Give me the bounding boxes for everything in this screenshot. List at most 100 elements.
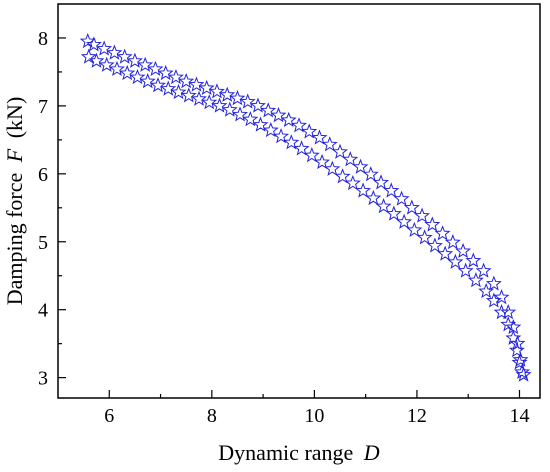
data-point-star [465, 252, 482, 268]
x-tick-label: 8 [207, 405, 217, 427]
x-tick-label: 12 [407, 405, 427, 427]
data-point-star [260, 102, 277, 118]
data-point-star [426, 237, 443, 253]
data-point-star [178, 73, 195, 89]
data-point-star [344, 174, 361, 191]
data-point-star [485, 275, 502, 291]
data-point-star [137, 56, 154, 72]
data-point-star [332, 143, 349, 159]
data-point-star [355, 182, 372, 198]
data-point-star [509, 335, 526, 351]
data-point-star [505, 318, 522, 335]
data-point-star [444, 234, 461, 250]
data-point-star [252, 116, 269, 132]
data-point-star [362, 166, 379, 182]
data-point-star [180, 87, 197, 103]
x-axis-label: Dynamic range D [218, 440, 380, 465]
data-point-star [262, 121, 279, 138]
data-point-star [167, 68, 184, 85]
data-point-star [393, 190, 410, 206]
data-point-star [170, 83, 187, 100]
data-point-star [396, 213, 413, 229]
data-point-star [150, 77, 166, 93]
data-point-star [457, 262, 474, 278]
data-point-star [311, 129, 328, 145]
data-point-star [116, 48, 133, 64]
data-point-star [508, 342, 525, 358]
data-point-star [455, 242, 472, 259]
data-point-star [467, 272, 484, 288]
x-tick-label: 6 [104, 405, 114, 427]
x-axis-label-var: D [363, 440, 380, 465]
data-point-star [242, 111, 259, 127]
y-tick-label: 6 [38, 164, 48, 186]
y-tick-label: 7 [38, 96, 48, 118]
data-point-star [314, 153, 331, 170]
data-point-star [373, 174, 390, 190]
data-point-star [500, 316, 517, 332]
data-point-star [96, 40, 113, 56]
data-point-star [221, 101, 238, 117]
data-point-star [201, 94, 218, 110]
data-point-star [321, 136, 338, 152]
data-point-star [512, 351, 529, 367]
data-point-star [375, 198, 392, 214]
data-point-star [283, 134, 300, 150]
data-point-star [493, 289, 510, 305]
data-point-star [80, 48, 97, 64]
data-point-star [139, 73, 156, 89]
data-point-star [500, 304, 517, 320]
x-tick-label: 14 [509, 405, 529, 427]
data-point-star [191, 90, 207, 106]
data-point-star [437, 245, 454, 261]
y-tick-label: 8 [38, 28, 48, 50]
data-point-star [211, 97, 228, 113]
data-point-star [342, 151, 359, 167]
data-point-star [79, 32, 96, 49]
data-point-star [280, 111, 297, 127]
y-axis-label: Damping force F (kN) [2, 97, 27, 306]
data-point-star [301, 123, 318, 139]
data-point-star [119, 64, 136, 81]
data-point-star [157, 64, 174, 81]
data-point-star [239, 93, 256, 109]
data-point-star [434, 225, 451, 241]
data-point-star [88, 52, 105, 68]
y-axis-ticks: 3 4 5 6 7 8 [38, 28, 66, 390]
x-axis-ticks: 6 8 10 12 14 [104, 390, 529, 427]
data-point-star [147, 60, 164, 77]
data-point-star [334, 168, 351, 184]
data-point-star [160, 80, 177, 96]
data-point-star [403, 199, 420, 215]
data-point-star [365, 189, 382, 206]
plot-frame [57, 3, 541, 399]
data-point-star [208, 83, 225, 99]
data-point-star [324, 160, 341, 176]
data-point-star [85, 36, 102, 52]
y-axis-label-text: Damping force [2, 173, 27, 306]
data-point-star [416, 229, 433, 245]
data-point-star [273, 128, 290, 144]
data-point-star [514, 363, 531, 379]
data-points [79, 32, 532, 382]
data-point-star [515, 366, 532, 382]
data-point-star [352, 158, 369, 174]
data-point-star [414, 207, 431, 223]
y-tick-label: 3 [38, 368, 48, 390]
data-point-star [293, 140, 310, 156]
data-point-star [108, 60, 125, 77]
data-point-star [126, 52, 143, 68]
y-tick-label: 4 [38, 300, 48, 322]
x-axis-label-text: Dynamic range [218, 440, 353, 465]
data-point-star [303, 147, 320, 163]
data-point-star [129, 68, 146, 85]
data-point-star [198, 79, 215, 96]
data-point-star [106, 44, 123, 60]
data-point-star [219, 86, 236, 102]
data-point-star [447, 253, 464, 269]
y-tick-label: 5 [38, 232, 48, 254]
data-point-star [188, 76, 205, 92]
data-point-star [385, 205, 402, 221]
